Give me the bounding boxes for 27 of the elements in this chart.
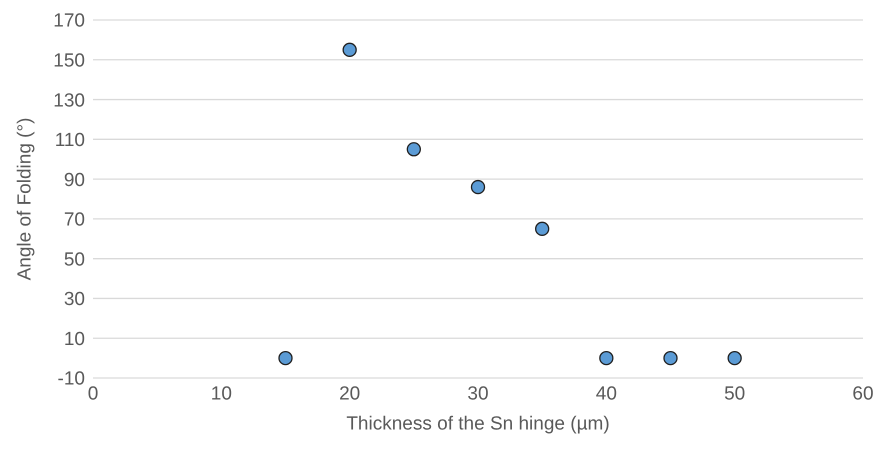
x-tick-label: 50 xyxy=(724,383,746,404)
point xyxy=(599,350,614,366)
point xyxy=(342,42,357,57)
x-tick-label: 30 xyxy=(467,383,489,404)
y-tick-label: 110 xyxy=(54,130,85,152)
y-tick-label: 90 xyxy=(64,170,85,191)
point xyxy=(278,350,293,366)
y-tick-label: 150 xyxy=(53,50,85,72)
x-tick-label: 10 xyxy=(210,383,232,404)
x-tick-label: 20 xyxy=(339,383,360,404)
y-tick-label: 30 xyxy=(64,289,85,310)
y-tick-label: 70 xyxy=(64,210,85,231)
y-tick-label: 50 xyxy=(64,249,85,270)
x-tick-label: 0 xyxy=(88,383,98,404)
y-tick-label: 10 xyxy=(64,328,85,350)
x-tick-label: 40 xyxy=(596,383,617,404)
point xyxy=(728,350,742,366)
y-axis-title: Angle of Folding (°) xyxy=(14,118,36,280)
point xyxy=(470,180,486,194)
y-tick-label: 170 xyxy=(53,10,85,32)
x-axis-title: Thickness of the Sn hinge (µm) xyxy=(346,413,610,434)
y-tick-label: -10 xyxy=(58,368,85,390)
point xyxy=(535,222,550,236)
point xyxy=(663,350,678,366)
point xyxy=(406,142,421,156)
y-tick-label: 130 xyxy=(53,90,85,112)
x-tick-label: 60 xyxy=(852,383,874,404)
